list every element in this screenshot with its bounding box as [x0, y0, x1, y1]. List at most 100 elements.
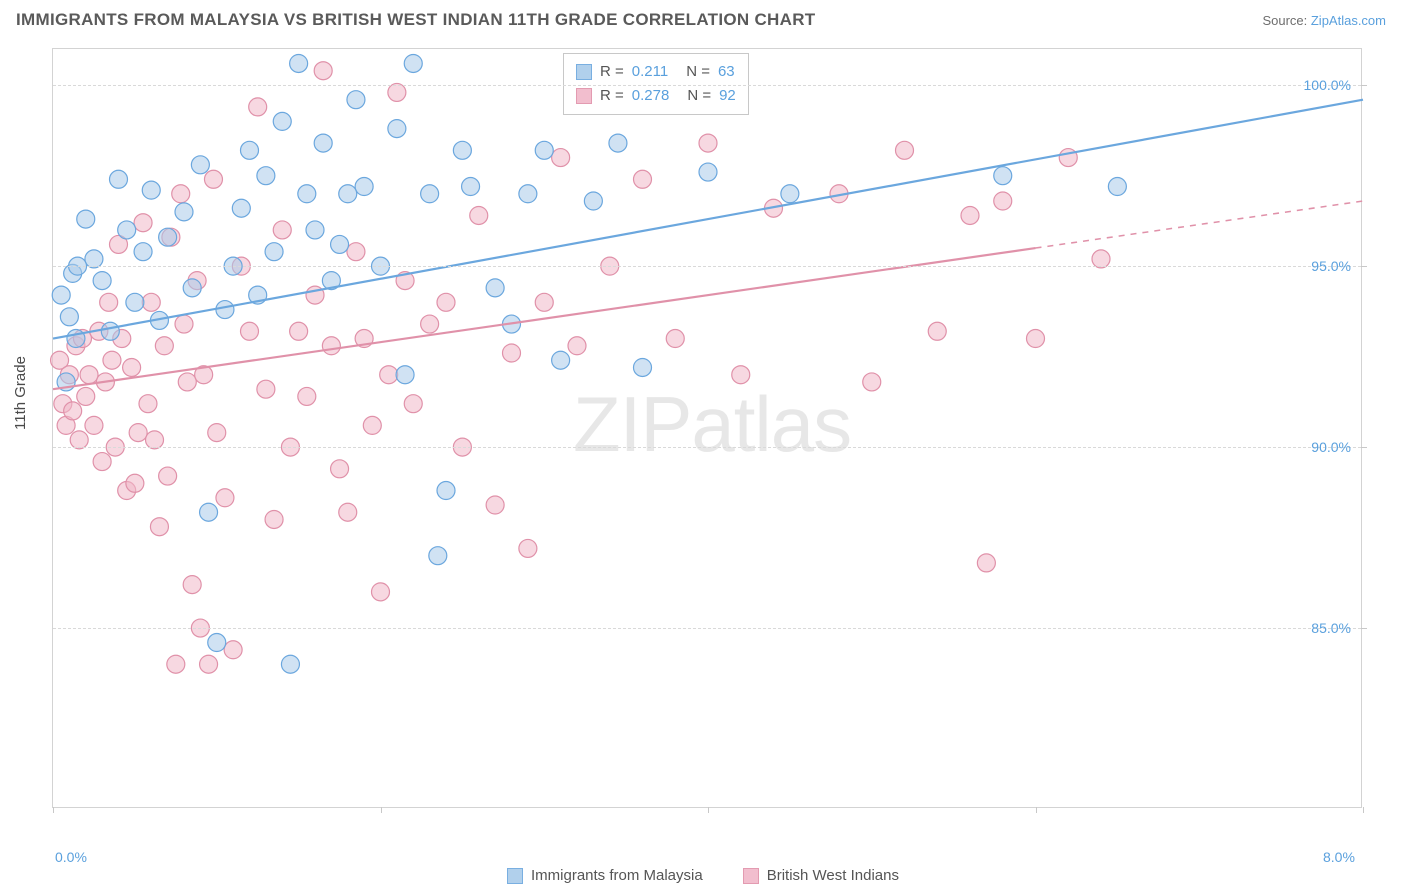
- stat-n-value: 92: [719, 84, 736, 108]
- scatter-point: [421, 315, 439, 333]
- x-tick-mark: [1363, 807, 1364, 813]
- x-tick-label: 8.0%: [1323, 849, 1355, 865]
- scatter-point: [52, 286, 70, 304]
- scatter-point: [290, 54, 308, 72]
- scatter-point: [273, 221, 291, 239]
- legend-label: Immigrants from Malaysia: [531, 867, 703, 884]
- scatter-point: [331, 235, 349, 253]
- scatter-point: [347, 243, 365, 261]
- legend-swatch: [576, 88, 592, 104]
- stat-r-label: R =: [600, 60, 624, 84]
- scatter-point: [80, 366, 98, 384]
- gridline-horizontal: [53, 447, 1361, 448]
- scatter-point: [339, 503, 357, 521]
- scatter-point: [372, 583, 390, 601]
- scatter-point: [699, 134, 717, 152]
- scatter-point: [142, 181, 160, 199]
- legend-item: British West Indians: [743, 867, 899, 884]
- scatter-point: [208, 424, 226, 442]
- legend-label: British West Indians: [767, 867, 899, 884]
- trend-line-dashed: [1036, 201, 1364, 248]
- scatter-point: [281, 655, 299, 673]
- scatter-point: [134, 243, 152, 261]
- y-tick-label: 85.0%: [1291, 620, 1351, 636]
- scatter-point: [396, 366, 414, 384]
- scatter-point: [470, 206, 488, 224]
- legend-swatch: [743, 868, 759, 884]
- scatter-point: [519, 185, 537, 203]
- scatter-point: [77, 210, 95, 228]
- scatter-point: [977, 554, 995, 572]
- scatter-plot-svg: [53, 49, 1361, 807]
- scatter-point: [355, 178, 373, 196]
- scatter-point: [732, 366, 750, 384]
- gridline-horizontal: [53, 85, 1361, 86]
- scatter-point: [552, 149, 570, 167]
- scatter-point: [535, 293, 553, 311]
- scatter-point: [123, 358, 141, 376]
- scatter-point: [961, 206, 979, 224]
- scatter-point: [437, 482, 455, 500]
- y-tick-label: 95.0%: [1291, 258, 1351, 274]
- stat-n-label: N =: [687, 84, 711, 108]
- source-link[interactable]: ZipAtlas.com: [1311, 13, 1386, 28]
- scatter-point: [155, 337, 173, 355]
- legend-item: Immigrants from Malaysia: [507, 867, 703, 884]
- scatter-point: [634, 170, 652, 188]
- scatter-point: [241, 322, 259, 340]
- gridline-horizontal: [53, 266, 1361, 267]
- scatter-point: [298, 185, 316, 203]
- scatter-point: [404, 395, 422, 413]
- scatter-point: [60, 308, 78, 326]
- scatter-point: [118, 221, 136, 239]
- scatter-point: [863, 373, 881, 391]
- scatter-point: [568, 337, 586, 355]
- scatter-point: [994, 167, 1012, 185]
- scatter-point: [896, 141, 914, 159]
- scatter-point: [142, 293, 160, 311]
- scatter-point: [699, 163, 717, 181]
- scatter-point: [172, 185, 190, 203]
- scatter-point: [100, 293, 118, 311]
- stat-r-value: 0.278: [632, 84, 670, 108]
- bottom-legend: Immigrants from Malaysia British West Ind…: [0, 867, 1406, 884]
- source-attribution: Source: ZipAtlas.com: [1262, 13, 1386, 28]
- scatter-point: [437, 293, 455, 311]
- scatter-point: [232, 199, 250, 217]
- scatter-point: [666, 330, 684, 348]
- scatter-point: [150, 518, 168, 536]
- stat-n-label: N =: [686, 60, 710, 84]
- scatter-point: [331, 460, 349, 478]
- scatter-point: [126, 474, 144, 492]
- chart-title: IMMIGRANTS FROM MALAYSIA VS BRITISH WEST…: [16, 10, 815, 30]
- scatter-point: [257, 380, 275, 398]
- scatter-point: [159, 228, 177, 246]
- scatter-point: [126, 293, 144, 311]
- scatter-point: [609, 134, 627, 152]
- stats-legend-row: R =0.278N =92: [576, 84, 736, 108]
- y-tick-label: 100.0%: [1291, 77, 1351, 93]
- scatter-point: [103, 351, 121, 369]
- trend-line: [53, 248, 1036, 389]
- scatter-point: [85, 416, 103, 434]
- scatter-point: [175, 315, 193, 333]
- scatter-point: [404, 54, 422, 72]
- scatter-point: [224, 641, 242, 659]
- scatter-point: [64, 402, 82, 420]
- scatter-point: [204, 170, 222, 188]
- x-tick-mark: [381, 807, 382, 813]
- scatter-point: [216, 301, 234, 319]
- scatter-point: [175, 203, 193, 221]
- scatter-point: [216, 489, 234, 507]
- y-axis-label: 11th Grade: [12, 356, 29, 430]
- scatter-point: [134, 214, 152, 232]
- scatter-point: [421, 185, 439, 203]
- scatter-point: [781, 185, 799, 203]
- scatter-point: [339, 185, 357, 203]
- scatter-point: [503, 344, 521, 362]
- scatter-point: [257, 167, 275, 185]
- scatter-point: [486, 496, 504, 514]
- scatter-point: [77, 387, 95, 405]
- scatter-point: [101, 322, 119, 340]
- scatter-point: [178, 373, 196, 391]
